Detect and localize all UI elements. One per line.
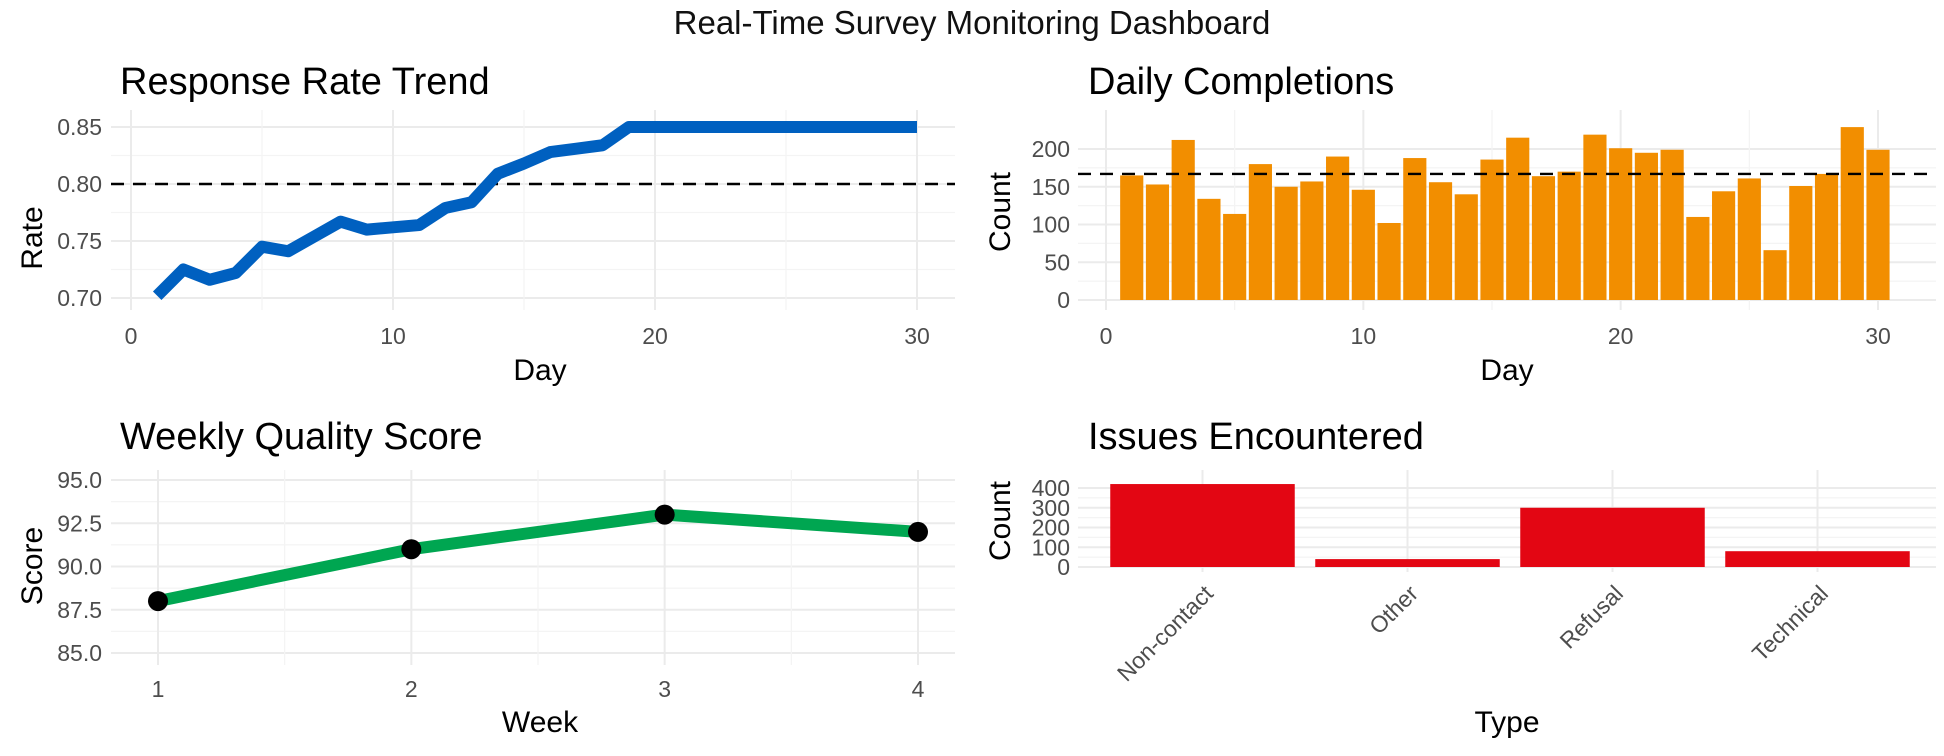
x-tick-label: 10	[380, 323, 406, 349]
x-axis-label: Type	[1474, 706, 1539, 739]
y-tick-label: 0	[1057, 287, 1070, 313]
x-tick-label: 3	[658, 676, 671, 702]
y-tick-label: 90.0	[57, 554, 102, 580]
chart-title: Weekly Quality Score	[120, 416, 483, 458]
response-rate-chart: 0.70 0.75 0.80 0.85 0 10 20 30 Response Rate Tre…	[16, 61, 955, 387]
completion-bar	[1197, 198, 1221, 300]
y-tick-label: 100	[1032, 212, 1070, 238]
completion-bar	[1609, 148, 1633, 300]
quality-point	[148, 591, 168, 612]
completion-bar	[1634, 152, 1658, 300]
completion-bar	[1428, 182, 1453, 300]
completion-bar	[1737, 178, 1761, 300]
x-tick-label: Non-contact	[1112, 580, 1219, 687]
completion-bar	[1531, 176, 1556, 300]
quality-score-line	[156, 508, 919, 607]
completion-bar	[1274, 186, 1298, 300]
x-tick-label: 1	[152, 676, 165, 702]
completion-bar	[1377, 222, 1401, 300]
completion-bar	[1300, 181, 1324, 300]
chart-title: Response Rate Trend	[120, 61, 490, 103]
x-tick-label: 2	[405, 676, 418, 702]
y-tick-label: 200	[1032, 515, 1070, 541]
chart-title: Daily Completions	[1088, 61, 1394, 103]
completion-bar	[1506, 137, 1530, 300]
response-rate-line	[152, 121, 917, 300]
quality-point	[401, 539, 422, 560]
completion-bar	[1454, 194, 1478, 300]
x-tick-label: 20	[1608, 323, 1634, 349]
completion-bar	[1248, 164, 1272, 300]
y-axis-label: Count	[984, 171, 1017, 252]
y-tick-label: 92.5	[57, 510, 102, 536]
completion-bar	[1686, 216, 1710, 300]
completion-bar	[1223, 213, 1247, 300]
quality-point	[908, 521, 928, 542]
completion-bar	[1840, 127, 1864, 300]
y-tick-label: 95.0	[57, 467, 102, 493]
x-tick-label: 4	[912, 676, 925, 702]
quality-point	[654, 504, 675, 525]
dashboard-title: Real-Time Survey Monitoring Dashboard	[673, 4, 1271, 41]
y-axis-label: Count	[984, 480, 1017, 561]
y-tick-label: 100	[1032, 534, 1070, 560]
y-tick-label: 0.75	[57, 228, 102, 254]
y-tick-label: 200	[1032, 136, 1070, 162]
y-tick-label: 0.70	[57, 285, 102, 311]
x-tick-label: 0	[125, 323, 138, 349]
completion-bar	[1351, 189, 1375, 300]
x-tick-label: 0	[1100, 323, 1113, 349]
x-axis-label: Day	[513, 354, 566, 387]
y-tick-label: 85.0	[57, 640, 102, 666]
y-tick-label: 87.5	[57, 597, 102, 623]
x-axis-label: Day	[1480, 354, 1533, 387]
x-tick-label: 30	[904, 323, 930, 349]
daily-completions-chart: 0 50 100 150 200 0 10 20 30 Daily Completions Day C…	[984, 61, 1936, 387]
completion-bar	[1814, 173, 1839, 300]
x-tick-label: 20	[642, 323, 668, 349]
completion-bar	[1789, 185, 1813, 300]
completion-bar	[1326, 156, 1350, 300]
issue-bar	[1520, 507, 1705, 567]
completion-bar	[1120, 175, 1144, 300]
x-tick-label: 10	[1351, 323, 1377, 349]
y-tick-label: 0	[1057, 554, 1070, 580]
y-tick-label: 400	[1032, 475, 1070, 501]
completion-bar	[1866, 149, 1890, 300]
completion-bar	[1557, 171, 1581, 300]
x-tick-label: Other	[1364, 580, 1423, 639]
x-tick-label: 30	[1865, 323, 1891, 349]
completion-bar	[1171, 139, 1195, 300]
issue-bar	[1315, 559, 1500, 567]
y-axis-label: Score	[16, 527, 49, 605]
x-axis-label: Week	[502, 706, 579, 739]
issue-bar	[1110, 484, 1295, 567]
completion-bar	[1712, 191, 1736, 300]
completion-bar	[1145, 184, 1170, 300]
y-tick-label: 0.85	[57, 114, 102, 140]
chart-title: Issues Encountered	[1088, 416, 1424, 458]
weekly-quality-chart: 85.0 87.5 90.0 92.5 95.0 1 2 3 4 Weekly Quality S…	[16, 416, 955, 739]
y-tick-label: 0.80	[57, 171, 102, 197]
y-tick-label: 150	[1032, 174, 1070, 200]
completion-bar	[1480, 159, 1504, 300]
x-tick-label: Technical	[1747, 580, 1833, 666]
completion-bar	[1583, 134, 1607, 300]
y-axis-label: Rate	[16, 206, 49, 269]
y-tick-label: 50	[1044, 249, 1070, 275]
y-tick-label: 300	[1032, 495, 1070, 521]
issue-bar	[1725, 551, 1910, 567]
completion-bar	[1403, 158, 1427, 300]
completion-bar	[1763, 250, 1787, 300]
x-tick-label: Refusal	[1555, 580, 1629, 654]
completion-bar	[1660, 149, 1684, 300]
